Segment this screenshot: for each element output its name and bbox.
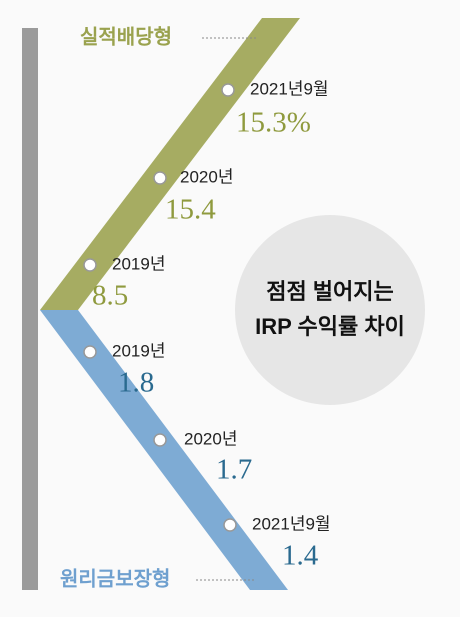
axis-bar bbox=[22, 28, 38, 590]
point-label: 2019년 bbox=[112, 341, 165, 360]
point-value: 1.4 bbox=[282, 540, 319, 572]
point-value: 15.3% bbox=[236, 107, 311, 139]
marker-dot bbox=[153, 433, 167, 447]
group-title: 원리금보장형 bbox=[60, 567, 170, 590]
point-value: 1.8 bbox=[118, 367, 154, 399]
point-label: 2021년9월 bbox=[250, 79, 329, 98]
point-label: 2019년 bbox=[112, 254, 165, 273]
callout-line: 점점 벌어지는 bbox=[266, 279, 394, 304]
marker-dot bbox=[153, 171, 167, 185]
point-value: 15.4 bbox=[165, 194, 216, 226]
point-label: 2020년 bbox=[180, 167, 233, 186]
point-value: 8.5 bbox=[92, 280, 128, 312]
marker-dot bbox=[221, 83, 235, 97]
callout-circle bbox=[235, 215, 425, 405]
point-value: 1.7 bbox=[216, 454, 252, 486]
point-label: 2021년9월 bbox=[252, 514, 331, 533]
callout-line: IRP 수익률 차이 bbox=[255, 314, 405, 339]
point-label: 2020년 bbox=[184, 429, 237, 448]
marker-dot bbox=[223, 518, 237, 532]
green-stripe bbox=[40, 18, 300, 310]
marker-dot bbox=[83, 258, 97, 272]
group-title: 실적배당형 bbox=[80, 25, 172, 48]
marker-dot bbox=[83, 345, 97, 359]
